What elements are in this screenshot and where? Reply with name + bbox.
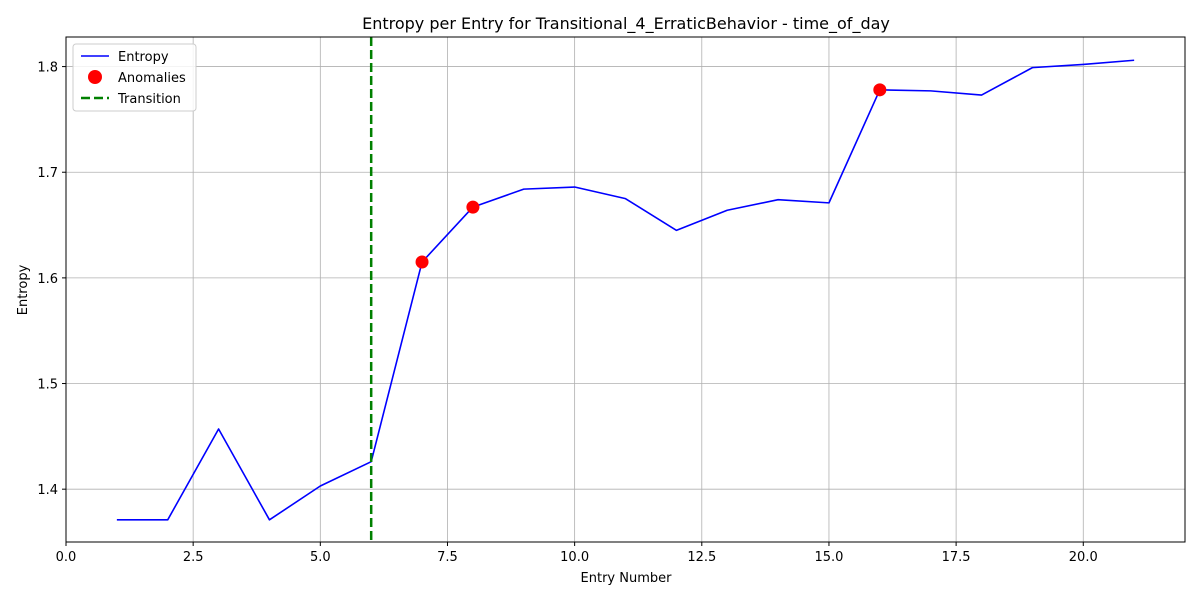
x-axis-label: Entry Number <box>581 571 673 586</box>
y-tick-label: 1.5 <box>37 378 58 393</box>
plot-series <box>116 37 1135 542</box>
y-tick-label: 1.6 <box>37 272 58 287</box>
x-tick-label: 15.0 <box>814 550 843 565</box>
axes: 0.0 2.5 5.0 7.5 10.0 12.5 15.0 17.5 20.0 1.4 1.5 1.… <box>37 36 1186 565</box>
y-axis-label: Entropy <box>16 264 31 315</box>
x-tick-label: 17.5 <box>942 550 971 565</box>
anomaly-point <box>415 255 429 269</box>
legend: Entropy Anomalies Transition <box>72 43 197 112</box>
legend-label: Anomalies <box>118 71 186 86</box>
legend-swatch-anomalies <box>88 70 102 84</box>
plot-frame <box>65 36 1186 543</box>
legend-label: Entropy <box>118 50 169 65</box>
legend-label: Transition <box>117 92 181 107</box>
chart-title: Entropy per Entry for Transitional_4_Err… <box>362 14 890 34</box>
x-tick-label: 2.5 <box>183 550 204 565</box>
grid-lines <box>65 37 1185 542</box>
y-tick-label: 1.7 <box>37 166 58 181</box>
x-tick-label: 5.0 <box>310 550 331 565</box>
x-tick-label: 12.5 <box>687 550 716 565</box>
x-tick-label: 7.5 <box>437 550 458 565</box>
anomaly-point <box>466 200 480 214</box>
x-tick-label: 20.0 <box>1069 550 1098 565</box>
y-tick-label: 1.8 <box>37 61 58 76</box>
y-tick-label: 1.4 <box>37 483 58 498</box>
x-tick-label: 10.0 <box>560 550 589 565</box>
entropy-line <box>116 59 1135 521</box>
legend-box <box>72 43 197 112</box>
x-tick-label: 0.0 <box>56 550 77 565</box>
anomaly-point <box>873 83 887 97</box>
